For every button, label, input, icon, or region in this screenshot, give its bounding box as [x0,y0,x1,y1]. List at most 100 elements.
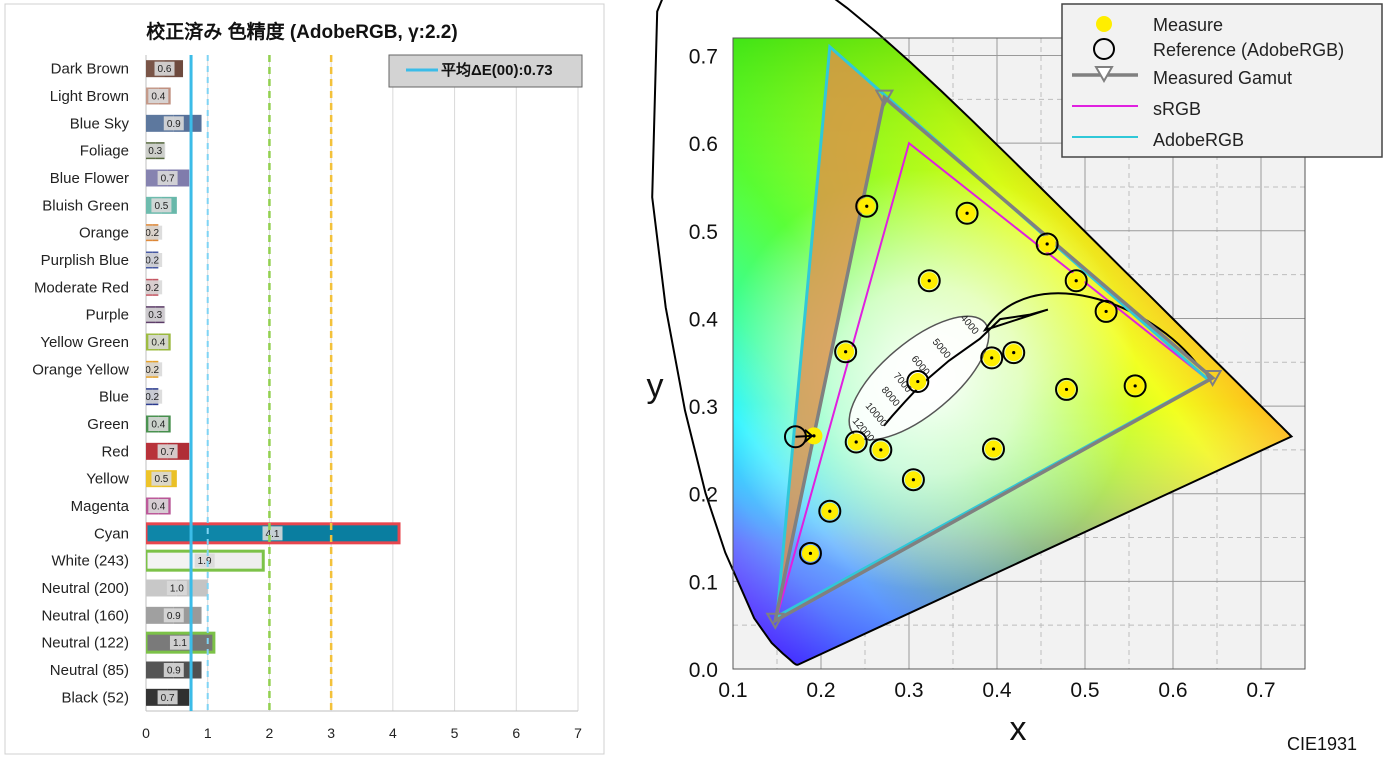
reference-marker [1094,299,1118,323]
bar-23: 0.7 [146,688,190,706]
bar-1: 0.4 [146,87,171,105]
y-category-label: Magenta [71,498,130,515]
bar-14: 0.7 [146,442,190,460]
reference-marker [901,468,925,492]
bar-reference [204,552,264,570]
bar-outline [146,631,216,654]
y-category-label: Cyan [94,525,129,542]
bar-legend: 平均ΔE(00):0.73 [388,54,583,88]
reference-marker [980,346,1004,370]
measure-marker-center [927,279,931,283]
data-label-bg [194,553,215,568]
bar-measured [146,524,273,542]
x-tick-label: 0.6 [1158,679,1187,702]
y-tick-label: 0.7 [689,46,718,69]
patch-point [1064,269,1088,293]
y-category-label: Neutral (200) [41,580,129,597]
reference-marker [1002,341,1026,365]
data-label: 0.3 [148,310,162,321]
y-category-label: Bluish Green [42,197,129,214]
reference-marker [917,269,941,293]
patch-point [855,194,879,218]
bar-6: 0.2 [146,224,163,242]
patch-point [783,425,823,449]
data-label-bg [148,417,169,431]
bar-20: 0.9 [146,606,202,624]
gamut-vertex-marker [765,612,785,630]
data-label: 0.2 [145,365,159,376]
data-label-bg [151,198,172,213]
y-tick-label: 0.2 [689,484,718,507]
data-label-bg [163,116,184,131]
data-label: 0.2 [145,392,159,403]
patch-point [1123,374,1147,398]
data-label-bg [148,89,169,103]
bar-2: 0.9 [146,114,202,132]
data-label-bg [166,581,187,595]
patch-point [1055,377,1079,401]
measure-marker-center [990,356,994,360]
bar-outline [146,549,265,572]
bar-9: 0.3 [146,306,166,324]
bar-19: 1.0 [146,579,208,597]
x-tick-label: 3 [327,725,335,741]
data-label: 0.4 [151,92,165,103]
error-arrow [795,434,813,438]
y-category-label: Purple [86,307,129,324]
reference-marker [834,340,858,364]
bar-chart-title: 校正済み 色精度 (AdobeRGB, γ:2.2) [146,20,457,43]
data-label-bg [146,253,163,267]
reference-marker [855,194,879,218]
legend-label: Reference (AdobeRGB) [1153,40,1344,60]
measure-marker-center [965,211,969,215]
bar-13: 0.4 [146,415,171,433]
y-category-label: Orange [79,225,129,242]
y-category-label: Green [87,416,129,433]
data-label: 0.7 [161,174,175,185]
patch-point [869,438,893,462]
patch-point [901,468,925,492]
measure-marker-center [991,447,996,451]
y-tick-label: 0.0 [689,659,718,682]
patch-point [844,430,868,454]
data-label: 1.9 [198,556,212,567]
data-label: 0.2 [145,256,159,267]
legend-label: sRGB [1153,99,1201,119]
bar-chart-frame [4,3,605,755]
legend-swatch-measure [1096,16,1112,32]
cie-plot-border [732,37,1306,670]
data-label: 0.9 [167,611,181,622]
x-tick-label: 6 [512,725,520,741]
y-tick-label: 0.3 [689,396,718,419]
measure-marker-center [844,350,848,354]
data-label: 0.4 [151,502,165,513]
legend-swatch-reference [1093,38,1115,60]
reference-marker [981,437,1005,461]
patch-point [917,269,941,293]
x-tick-label: 0.2 [806,679,835,702]
y-category-label: Light Brown [50,88,129,105]
measure-marker-center [828,509,832,513]
bar-plot: 0 1 2 3 4 5 6 70.60.40.90.30.70.50.20.20.20.30.… [32,55,582,741]
bars-group: 0.6 0.4 0.9 0.3 0.7 0.5 0.2 0.2 0.2 0.3 0.4 0.2 0.2 0… [145,60,401,706]
data-label: 0.3 [148,146,162,157]
reference-marker [1055,377,1079,401]
data-label: 1.0 [170,584,184,595]
bar-10: 0.4 [146,333,171,351]
data-label: 0.6 [158,64,172,75]
bar-12: 0.2 [145,388,163,406]
patch-point [1035,232,1059,256]
reference-marker [906,370,930,394]
data-label-bg [157,444,178,459]
y-category-label: Neutral (85) [50,662,129,679]
measure-marker-center [812,434,816,438]
patch-point [818,499,842,523]
x-tick-label: 1 [204,725,212,741]
data-label: 0.4 [151,420,165,431]
cie-legend-box [1061,3,1383,158]
x-tick-label: 2 [266,725,274,741]
data-label: 0.9 [167,119,181,130]
data-label-bg [262,526,283,541]
